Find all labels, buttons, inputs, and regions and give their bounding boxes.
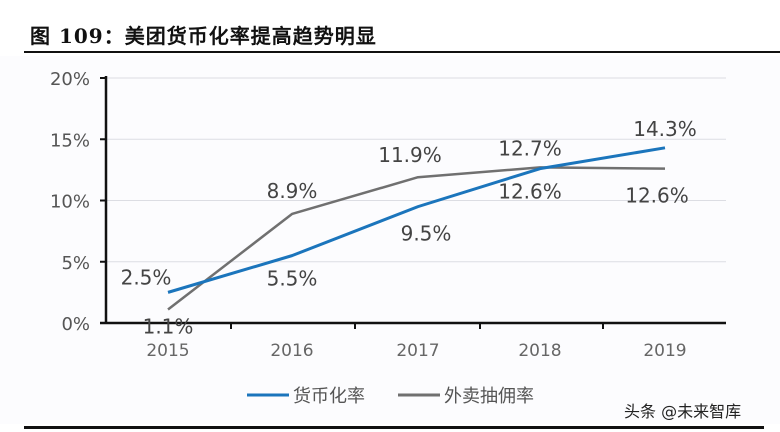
data-label: 8.9%	[267, 179, 318, 203]
y-tick-label: 5%	[61, 253, 90, 274]
data-label: 12.6%	[625, 184, 689, 208]
y-tick-label: 15%	[50, 130, 90, 151]
data-label: 12.6%	[498, 180, 562, 204]
y-tick-label: 20%	[50, 69, 90, 90]
x-tick-label: 2017	[396, 341, 439, 361]
title-divider	[24, 51, 780, 53]
x-tick-label: 2015	[146, 341, 189, 361]
y-tick-label: 0%	[61, 314, 90, 335]
legend-label: 外卖抽佣率	[444, 386, 534, 407]
figure-title: 图 109：美团货币化率提高趋势明显	[30, 24, 377, 48]
series-line-monetization	[167, 146, 666, 294]
series-line-commission	[167, 166, 666, 311]
data-label: 5.5%	[267, 267, 318, 291]
x-tick-label: 2018	[518, 341, 561, 361]
data-label: 9.5%	[401, 222, 452, 246]
x-tick-label: 2016	[270, 341, 313, 361]
chart-background	[0, 56, 780, 424]
watermark: 头条 @未来智库	[624, 402, 742, 421]
x-tick-label: 2019	[643, 341, 686, 361]
data-label: 1.1%	[143, 315, 194, 339]
data-label: 14.3%	[633, 117, 697, 141]
data-label: 12.7%	[498, 136, 562, 160]
bottom-divider	[24, 426, 764, 429]
legend-label: 货币化率	[293, 386, 365, 407]
data-label: 11.9%	[378, 143, 442, 167]
y-tick-label: 10%	[50, 192, 90, 213]
data-label: 2.5%	[121, 265, 172, 289]
